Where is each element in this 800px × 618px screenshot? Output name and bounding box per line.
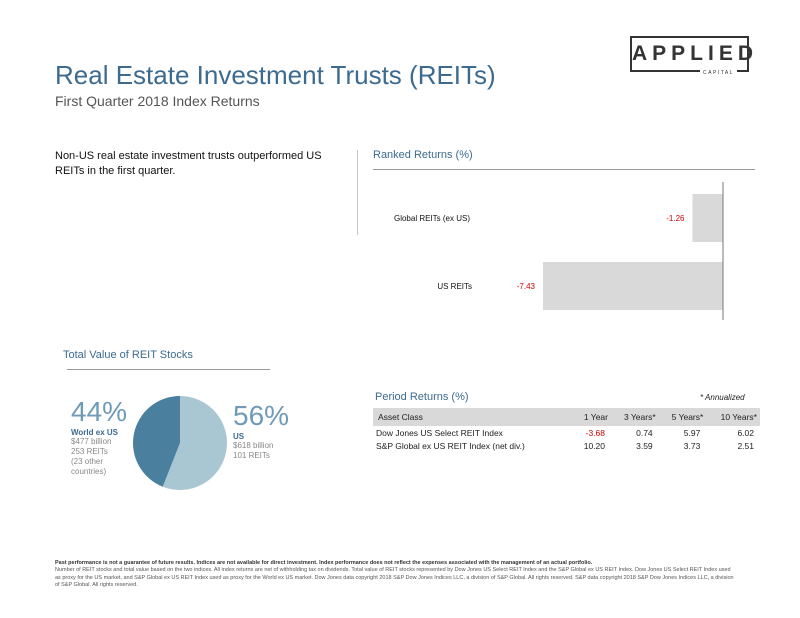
cell-5-years: 3.73: [683, 441, 701, 451]
cell-10-years: 2.51: [737, 441, 754, 451]
row-label: Dow Jones US Select REIT Index: [376, 428, 503, 438]
world-name: World ex US: [71, 428, 118, 437]
footnote-text: Number of REIT stocks and total value ba…: [55, 567, 734, 589]
world-ex-us-block: 44% World ex US $477 billion 253 REITs (…: [71, 396, 131, 477]
period-returns-table: Asset Class 1 Year 3 Years* 5 Years* 10 …: [373, 408, 760, 452]
footnote-disclaimer: Past performance is not a guarantee of f…: [55, 560, 593, 566]
cell-3-years: 0.74: [636, 428, 653, 438]
bar-0: [692, 194, 723, 242]
us-name: US: [233, 432, 245, 441]
col-1-year: 1 Year: [572, 408, 611, 426]
footnote: Past performance is not a guarantee of f…: [55, 560, 735, 590]
us-block: 56% US $618 billion 101 REITs: [233, 400, 303, 461]
world-pct: 44%: [71, 396, 128, 427]
cell-10-years: 6.02: [737, 428, 754, 438]
cell-3-years: 3.59: [636, 441, 653, 451]
us-count: 101 REITs: [233, 451, 270, 460]
bar-1: [543, 262, 723, 310]
company-logo: APPLIED CAPITAL: [630, 36, 759, 76]
col-5-years: 5 Years*: [658, 408, 707, 426]
pie-slice-us: [162, 396, 227, 490]
world-value: $477 billion: [71, 437, 112, 446]
world-note: (23 other countries): [71, 457, 107, 476]
cell-1-year: 10.20: [583, 441, 605, 451]
bar-value-label: -7.43: [517, 282, 536, 291]
section-divider: [357, 150, 358, 235]
table-header-row: Asset Class 1 Year 3 Years* 5 Years* 10 …: [373, 408, 760, 426]
col-10-years: 10 Years*: [706, 408, 760, 426]
table-row: S&P Global ex US REIT Index (net div.) 1…: [373, 439, 760, 452]
period-returns-heading: Period Returns (%): [375, 391, 469, 403]
cell-1-year: -3.68: [585, 428, 605, 438]
ranked-returns-rule: [373, 169, 755, 170]
cell-5-years: 5.97: [683, 428, 701, 438]
total-value-heading: Total Value of REIT Stocks: [63, 349, 193, 361]
us-pct: 56%: [233, 400, 290, 431]
logo-subtext: CAPITAL: [700, 70, 737, 76]
bar-value-label: -1.26: [666, 214, 685, 223]
annualized-note: * Annualized: [700, 393, 745, 402]
table-row: Dow Jones US Select REIT Index -3.68 0.7…: [373, 426, 760, 439]
page-title: Real Estate Investment Trusts (REITs): [55, 60, 496, 90]
bar-category-label: US REITs: [437, 282, 472, 291]
col-asset-class: Asset Class: [373, 408, 573, 426]
pie-slice-world-ex-us: [133, 396, 180, 487]
row-label: S&P Global ex US REIT Index (net div.): [376, 441, 525, 451]
total-value-pie: [133, 396, 227, 490]
bar-category-label: Global REITs (ex US): [394, 214, 470, 223]
logo-wordmark: APPLIED: [632, 42, 759, 65]
world-count: 253 REITs: [71, 447, 108, 456]
intro-text: Non-US real estate investment trusts out…: [55, 150, 322, 177]
ranked-returns-heading: Ranked Returns (%): [373, 149, 473, 161]
page-subtitle: First Quarter 2018 Index Returns: [55, 93, 260, 109]
total-value-rule: [67, 369, 270, 370]
us-value: $618 billion: [233, 441, 274, 450]
col-3-years: 3 Years*: [611, 408, 659, 426]
ranked-returns-chart: -1.26 Global REITs (ex US) -7.43 US REITs: [394, 182, 724, 320]
